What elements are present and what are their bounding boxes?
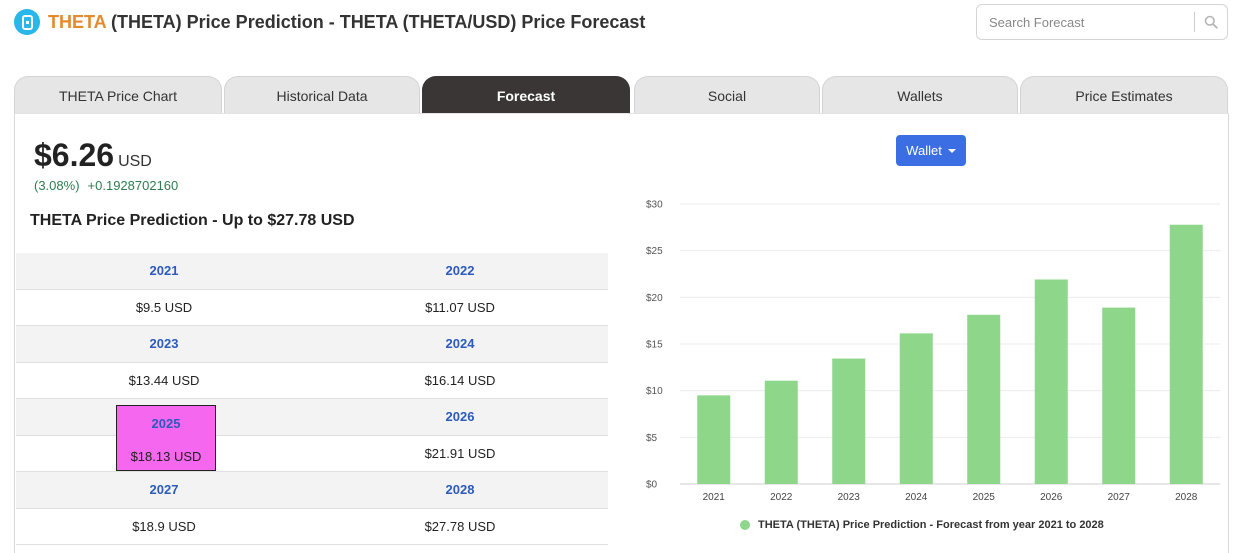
table-row: $9.5 USD $11.07 USD (16, 290, 608, 326)
year-cell: 2028 (445, 482, 475, 498)
bar-2022[interactable] (764, 380, 798, 484)
table-row: $18.9 USD $27.78 USD (16, 509, 608, 545)
page-title-brand: THETA (48, 11, 106, 32)
wallet-button-label: Wallet (906, 143, 942, 158)
tab-social[interactable]: Social (634, 76, 820, 114)
nav-tabs: THETA Price Chart Historical Data Foreca… (14, 76, 1228, 114)
table-row: 2023 2024 (16, 326, 608, 363)
table-row: 2025 2026 (16, 399, 608, 436)
bar-2026[interactable] (1034, 279, 1068, 484)
search-divider (1194, 12, 1196, 32)
search-icon[interactable] (1195, 5, 1227, 39)
search-box (976, 4, 1228, 40)
legend-marker (740, 520, 750, 530)
year-cell: 2026 (445, 409, 475, 425)
year-cell: 2023 (149, 336, 179, 352)
x-tick-label: 2027 (1108, 492, 1131, 503)
price-unit: USD (118, 153, 152, 170)
bar-2023[interactable] (832, 358, 866, 484)
price-change-percent: (3.08%) (34, 178, 80, 193)
bar-2028[interactable] (1169, 224, 1203, 484)
price-cell: $9.5 USD (135, 299, 193, 315)
x-tick-label: 2021 (703, 492, 726, 503)
x-tick-label: 2028 (1175, 492, 1198, 503)
prediction-title: THETA Price Prediction - Up to $27.78 US… (30, 212, 355, 229)
chart-legend: THETA (THETA) Price Prediction - Forecas… (740, 519, 1104, 531)
bar-2027[interactable] (1102, 307, 1136, 484)
y-tick-label: $15 (646, 340, 663, 351)
tab-historical-data[interactable]: Historical Data (224, 76, 420, 114)
tab-theta-price-chart[interactable]: THETA Price Chart (14, 76, 222, 114)
y-tick-label: $20 (646, 293, 663, 304)
y-tick-label: $25 (646, 246, 663, 257)
table-row: $13.44 USD $16.14 USD (16, 363, 608, 399)
table-row: 2027 2028 (16, 472, 608, 509)
price-cell: $18.9 USD (132, 518, 196, 534)
price-cell-highlighted: $18.13 USD (130, 448, 202, 464)
page-title: THETA (THETA) Price Prediction - THETA (… (48, 12, 645, 33)
year-cell: 2024 (445, 336, 475, 352)
year-cell: 2021 (149, 263, 179, 279)
price-cell: $27.78 USD (424, 518, 496, 534)
tab-wallets[interactable]: Wallets (822, 76, 1018, 114)
bar-2025[interactable] (967, 314, 1001, 484)
theta-logo-icon (14, 9, 40, 35)
price-value: $6.26 (34, 137, 115, 173)
x-tick-label: 2025 (973, 492, 996, 503)
price-change: (3.08%) +0.1928702160 (34, 178, 178, 193)
price-cell: $21.91 USD (424, 445, 496, 461)
price-forecast-chart: $0 $5 $10 $15 $20 $25 $30 2021 2022 2023 2024 2025 2… (646, 200, 1220, 503)
year-cell: 2022 (445, 263, 475, 279)
price-cell: $11.07 USD (425, 299, 495, 315)
search-input[interactable] (977, 5, 1195, 39)
year-cell: 2027 (149, 482, 179, 498)
tab-forecast[interactable]: Forecast (422, 76, 630, 114)
price-cell: $13.44 USD (128, 372, 200, 388)
current-price: $6.26 USD (34, 137, 152, 174)
page-header: THETA (THETA) Price Prediction - THETA (… (14, 8, 645, 36)
forecast-panel (14, 113, 1229, 553)
table-row: 2021 2022 (16, 253, 608, 290)
legend-label: THETA (THETA) Price Prediction - Forecas… (758, 519, 1104, 531)
highlighted-cells: 2025 $18.13 USD (116, 405, 216, 471)
x-tick-label: 2022 (770, 492, 793, 503)
bar-2021[interactable] (697, 395, 731, 484)
y-tick-label: $10 (646, 386, 663, 397)
y-tick-label: $5 (646, 433, 658, 444)
x-tick-label: 2023 (838, 492, 861, 503)
wallet-dropdown-button[interactable]: Wallet (896, 135, 966, 166)
highlight-box (116, 405, 216, 471)
x-tick-label: 2026 (1040, 492, 1063, 503)
price-change-value: +0.1928702160 (87, 178, 179, 193)
x-tick-label: 2024 (905, 492, 928, 503)
tab-price-estimates[interactable]: Price Estimates (1020, 76, 1228, 114)
page-title-rest: (THETA) Price Prediction - THETA (THETA/… (106, 11, 646, 32)
y-tick-label: $0 (646, 480, 658, 491)
y-tick-label: $30 (646, 200, 663, 211)
table-row: $18.13 USD $21.91 USD (16, 436, 608, 472)
price-cell: $16.14 USD (424, 372, 496, 388)
caret-down-icon (947, 148, 956, 153)
prediction-table: 2021 2022 $9.5 USD $11.07 USD 2023 2024 $13… (16, 253, 608, 545)
bar-2024[interactable] (899, 333, 933, 484)
year-cell-highlighted: 2025 (151, 415, 181, 431)
